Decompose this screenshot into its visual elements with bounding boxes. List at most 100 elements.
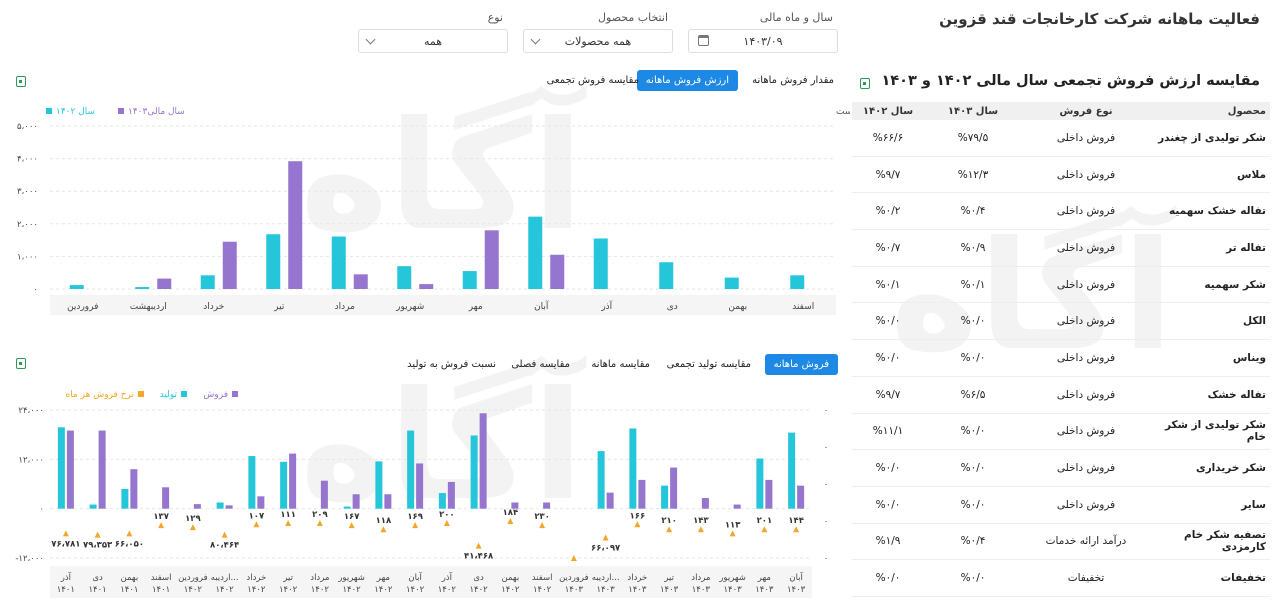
right-tick-label: ۰	[824, 517, 829, 527]
bar-1403	[484, 230, 499, 289]
table-cell: شکر سهمیه	[1150, 266, 1270, 304]
production-bar	[216, 502, 224, 509]
production-bar	[375, 461, 383, 509]
tab-sales-to-production[interactable]: نسبت فروش به تولید	[407, 359, 496, 370]
sales-bar	[670, 467, 678, 509]
x-tick-label: دی	[92, 573, 103, 583]
production-bar	[248, 456, 256, 509]
production-bar	[597, 451, 605, 509]
rate-label: ۲۰۰	[439, 510, 455, 520]
fiscal-period-field[interactable]: ۱۴۰۳/۰۹	[688, 29, 838, 53]
table-cell: %۶۶/۶	[852, 120, 924, 157]
production-bar	[470, 435, 478, 509]
rate-label: ۱۴۳	[693, 516, 709, 526]
x-tick-label: اردیبهشت	[130, 302, 167, 312]
tab-monthly-comparison[interactable]: مقایسه ماهانه	[591, 359, 650, 370]
table-cell: ملاس	[1150, 156, 1270, 194]
table-cell: تفاله خشک سهمیه	[1150, 192, 1270, 231]
y-tick-label: ۴،۰۰۰	[17, 155, 38, 165]
table-cell: فروش داخلی	[1022, 339, 1150, 377]
rate-label: ۱۱۸	[376, 516, 392, 526]
x-tick-label: آبان	[534, 300, 549, 312]
table-header: نوع فروش	[1022, 102, 1150, 120]
rate-marker	[94, 531, 101, 538]
tab-cumulative-production[interactable]: مقایسه تولید تجمعی	[666, 359, 751, 370]
x-tick-label: مهر	[757, 573, 771, 583]
sales-share-table: محصول نوع فروش سال ۱۴۰۳ سال ۱۴۰۲ شکر تول…	[852, 102, 1270, 597]
table-cell: %۰/۰	[924, 413, 1022, 451]
excel-export-icon[interactable]	[860, 78, 870, 89]
rate-label: ۱۳۷	[153, 512, 169, 522]
table-cell: فروش داخلی	[1022, 413, 1150, 451]
x-tick-year-label: ۱۴۰۲	[311, 585, 330, 595]
tab-monthly-sales-quantity[interactable]: مقدار فروش ماهانه	[752, 75, 834, 86]
rate-label: ۴۱،۴۶۸	[464, 552, 494, 562]
table-row: تفاله خشک فروش داخلی %۶/۵ %۹/۷	[852, 376, 1270, 414]
y-tick-label: ۵،۰۰۰	[17, 122, 38, 132]
rate-label: ۲۱۰	[661, 516, 677, 526]
chevron-down-icon	[365, 34, 376, 45]
x-tick-year-label: ۱۴۰۲	[184, 585, 203, 595]
right-tick-label: ۰	[824, 554, 829, 564]
production-bar	[121, 488, 129, 509]
table-cell: درآمد ارائه خدمات	[1022, 523, 1150, 561]
table-row: سایر فروش داخلی %۰/۰ %۰/۰	[852, 486, 1270, 524]
rate-marker	[666, 526, 673, 533]
production-bar	[343, 506, 351, 509]
rate-marker	[158, 522, 165, 529]
x-tick-year-label: ۱۴۰۲	[342, 585, 361, 595]
x-tick-label: خرداد	[627, 573, 647, 583]
legend-label: سال مالی۱۴۰۳	[128, 107, 185, 117]
sales-bar	[447, 481, 455, 509]
rate-label: ۱۲۹	[185, 514, 201, 524]
rate-marker	[634, 521, 641, 528]
table-title: مقایسه ارزش فروش تجمعی سال مالی ۱۴۰۲ و ۱…	[881, 73, 1260, 89]
calendar-icon[interactable]	[698, 35, 709, 46]
table-header-row: محصول نوع فروش سال ۱۴۰۳ سال ۱۴۰۲	[852, 102, 1270, 120]
table-cell: سایر	[1150, 486, 1270, 524]
x-tick-year-label: ۱۴۰۳	[565, 585, 584, 595]
tab-monthly-sales-value[interactable]: ارزش فروش ماهانه	[636, 70, 738, 91]
bar-1402	[790, 275, 805, 289]
rate-label: ۲۳۰	[534, 512, 550, 522]
excel-export-icon[interactable]	[16, 76, 26, 87]
x-tick-label: فروردین	[559, 573, 589, 583]
table-cell: شکر خریداری	[1150, 449, 1270, 487]
rate-marker	[316, 520, 323, 527]
monthly-sales-value-chart: اعداد بر اساس میلیارد ریال است سال ۱۴۰۲ سا…	[17, 107, 850, 315]
sales-bar	[638, 479, 646, 509]
rate-label: ۶۶،۰۹۷	[591, 543, 621, 553]
tab-monthly-sales[interactable]: فروش ماهانه	[764, 354, 838, 375]
table-cell: %۰/۰	[852, 302, 924, 341]
right-tick-label: ۰	[824, 443, 829, 453]
x-tick-label: خرداد	[203, 302, 224, 312]
tab-cumulative-sales[interactable]: مقایسه فروش تجمعی	[546, 75, 639, 86]
x-tick-label: بهمن	[728, 302, 747, 312]
monthly-sales-production-chart: فروش تولید نرخ فروش هر ماه ۲۴،۰۰۰ ۱۲،۰۰۰ ۰ -۱۲…	[15, 390, 829, 598]
rate-label: ۱۶۷	[344, 512, 360, 522]
tab-quarterly-comparison[interactable]: مقایسه فصلی	[511, 359, 570, 370]
legend-swatch	[232, 391, 238, 397]
table-cell: %۰/۰	[852, 559, 924, 597]
bar-1402	[135, 287, 150, 289]
product-select[interactable]: همه محصولات	[523, 29, 673, 53]
table-row: شکر تولیدی از شکر خام فروش داخلی %۰/۰ %۱۱/۱	[852, 413, 1270, 451]
production-bar	[756, 458, 764, 509]
table-cell: فروش داخلی	[1022, 266, 1150, 304]
x-tick-label: دی	[667, 302, 678, 312]
bar-1402	[397, 266, 412, 289]
rate-label: ۶۶،۰۵۰	[115, 539, 144, 549]
bar-1402	[331, 236, 346, 289]
rate-marker	[507, 518, 514, 524]
x-tick-label: مهر	[468, 302, 483, 312]
bar-1403	[157, 278, 172, 289]
table-cell: %۹/۷	[852, 156, 924, 194]
x-tick-label: اسفند	[792, 302, 814, 312]
excel-export-icon[interactable]	[16, 358, 26, 369]
sales-bar	[416, 463, 424, 509]
rate-label: ۱۴۴	[788, 516, 804, 526]
type-select[interactable]: همه	[358, 29, 508, 53]
rate-marker	[697, 526, 704, 533]
x-axis-band	[50, 295, 836, 315]
sales-bar	[511, 502, 519, 509]
